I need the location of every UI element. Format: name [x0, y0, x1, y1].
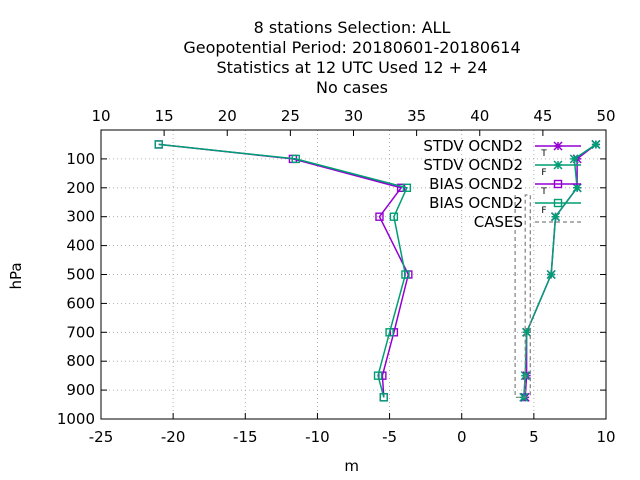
data-point: [389, 328, 399, 337]
y-tick-label: 200: [66, 179, 95, 197]
y-tick-label: 600: [66, 294, 95, 312]
chart-title-line: Statistics at 12 UTC Used 12 + 24: [216, 58, 487, 77]
legend-entry-label: BIAS OCND2: [429, 175, 523, 193]
y-tick-label: 100: [66, 150, 95, 168]
chart-title-line: 8 stations Selection: ALL: [254, 18, 451, 37]
legend-entry-subscript: T: [540, 149, 547, 159]
data-point: [553, 141, 563, 151]
data-point: [378, 371, 387, 380]
axis-ticks: [100, 130, 607, 420]
x2-tick-label: 30: [344, 107, 363, 125]
data-point: [553, 160, 563, 170]
x2-tick-label: 50: [596, 107, 615, 125]
x2-axis-tick-labels: 10 15 20 25 30 35 40 45 50: [91, 107, 615, 125]
x2-tick-label: 35: [407, 107, 426, 125]
series-group: [154, 139, 601, 402]
data-point: [550, 212, 561, 222]
y-tick-label: 900: [66, 381, 95, 399]
series-bias-ocnd2-t: [154, 140, 413, 402]
series-stdv-ocnd2-f: [519, 139, 601, 402]
data-point: [379, 393, 388, 402]
series-line: [514, 194, 531, 398]
x2-tick-label: 20: [218, 107, 237, 125]
x2-tick-label: 15: [155, 107, 174, 125]
data-point: [291, 154, 300, 164]
y-tick-label: 300: [66, 208, 95, 226]
legend-entry-label: BIAS OCND2: [429, 194, 523, 212]
x2-tick-label: 10: [91, 107, 110, 125]
x-axis-tick-labels: -25 -20 -15 -10 -5 0 5 10: [89, 428, 616, 446]
series-bias-ocnd2-f: [154, 140, 412, 402]
data-point: [591, 139, 601, 149]
x2-tick-label: 45: [533, 107, 552, 125]
data-point: [553, 179, 563, 189]
x-tick-label: 10: [596, 428, 615, 446]
data-point: [375, 212, 384, 221]
x2-tick-label: 25: [281, 107, 300, 125]
data-point: [569, 154, 579, 164]
y-axis-tick-labels: 100 200 300 400 500 600 700 800 900 1000: [57, 150, 95, 428]
x-tick-label: 0: [457, 428, 467, 446]
series-cases: [514, 194, 531, 398]
data-point: [389, 212, 399, 221]
data-point: [572, 183, 582, 193]
x-tick-label: -10: [305, 428, 330, 446]
y-tick-label: 800: [66, 352, 95, 370]
data-point: [546, 269, 556, 280]
x-tick-label: -20: [161, 428, 186, 446]
y-tick-label: 1000: [57, 410, 95, 428]
chart-title-line: No cases: [316, 78, 388, 97]
x-tick-label: -25: [89, 428, 114, 446]
legend-entry-label: STDV OCND2: [423, 156, 523, 174]
series-line: [524, 143, 597, 398]
legend: STDV OCND2 T STDV OCND2 F BIAS OCND2 T BIAS OC…: [423, 137, 581, 231]
data-point: [401, 270, 410, 279]
legend-entry-subscript: F: [541, 206, 546, 216]
series-line: [158, 143, 410, 398]
grid-lines: [101, 130, 606, 419]
series-stdv-ocnd2-t: [520, 139, 601, 402]
data-point: [385, 328, 394, 337]
x-tick-label: -15: [233, 428, 258, 446]
y-axis-label: hPa: [7, 262, 25, 289]
data-point: [373, 371, 383, 380]
x-tick-label: -5: [382, 428, 397, 446]
y-tick-label: 700: [66, 323, 95, 341]
data-point: [522, 327, 532, 337]
legend-entry-subscript: F: [541, 168, 546, 178]
x-axis-label: m: [344, 457, 359, 475]
y-tick-label: 500: [66, 266, 95, 284]
legend-entry-subscript: T: [540, 187, 547, 197]
data-point: [154, 140, 163, 149]
data-point: [402, 183, 412, 193]
y-tick-label: 400: [66, 237, 95, 255]
chart-title-line: Geopotential Period: 20180601-20180614: [183, 38, 520, 57]
legend-entry-label: STDV OCND2: [423, 137, 523, 155]
x2-tick-label: 40: [470, 107, 489, 125]
legend-entry-label: CASES: [474, 213, 523, 231]
x-tick-label: 5: [529, 428, 539, 446]
data-point: [553, 198, 563, 208]
series-line: [523, 143, 597, 398]
series-line: [158, 143, 408, 398]
